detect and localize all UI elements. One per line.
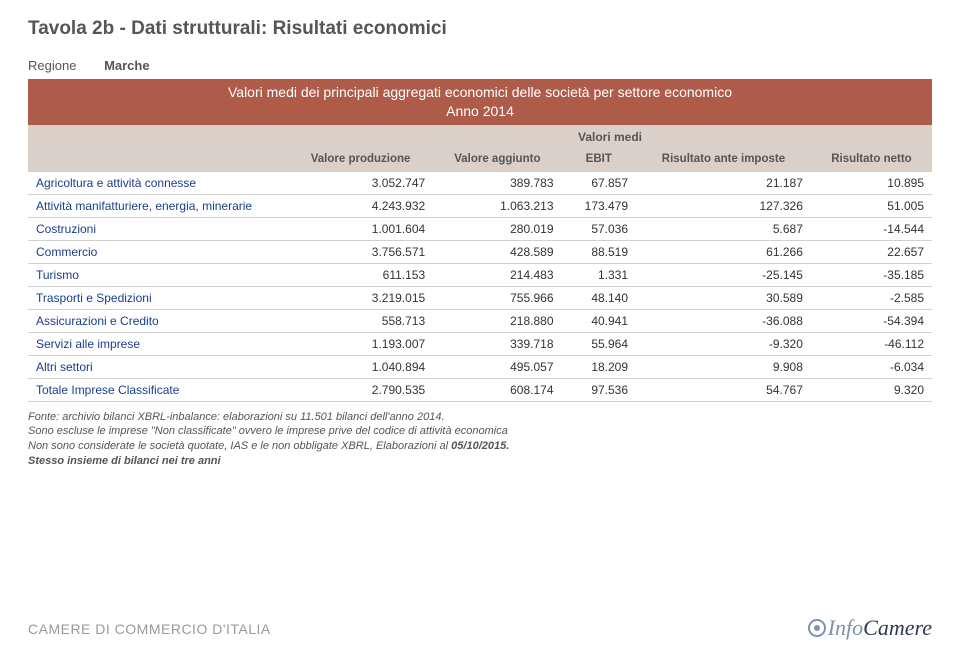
- cell-value: 21.187: [636, 171, 811, 194]
- row-label: Totale Imprese Classificate: [28, 378, 288, 401]
- cell-value: 428.589: [433, 240, 561, 263]
- footnote-line2b: Non sono considerate le società quotate,…: [28, 440, 451, 452]
- cell-value: 558.713: [288, 309, 433, 332]
- page-title: Tavola 2b - Dati strutturali: Risultati …: [28, 18, 932, 40]
- cell-value: 9.908: [636, 355, 811, 378]
- header-blank-2: [28, 148, 288, 171]
- footnote-line2a: Sono escluse le imprese "Non classificat…: [28, 424, 932, 439]
- cell-value: 57.036: [562, 217, 637, 240]
- col-header-4: Risultato netto: [811, 148, 932, 171]
- cell-value: 30.589: [636, 286, 811, 309]
- row-label: Assicurazioni e Credito: [28, 309, 288, 332]
- cell-value: 1.331: [562, 263, 637, 286]
- cell-value: 1.001.604: [288, 217, 433, 240]
- cell-value: 1.193.007: [288, 332, 433, 355]
- footnote-line1: Fonte: archivio bilanci XBRL-inbalance: …: [28, 410, 932, 425]
- footer-right-logo: InfoCamere: [808, 615, 932, 641]
- row-label: Commercio: [28, 240, 288, 263]
- cell-value: 67.857: [562, 171, 637, 194]
- logo-camere: Camere: [863, 615, 932, 640]
- cell-value: 88.519: [562, 240, 637, 263]
- cell-value: 61.266: [636, 240, 811, 263]
- cell-value: 280.019: [433, 217, 561, 240]
- cell-value: 755.966: [433, 286, 561, 309]
- region-label: Regione: [28, 58, 76, 73]
- row-label: Agricoltura e attività connesse: [28, 171, 288, 194]
- table-row: Totale Imprese Classificate2.790.535608.…: [28, 378, 932, 401]
- cell-value: 389.783: [433, 171, 561, 194]
- table-row: Costruzioni1.001.604280.01957.0365.687-1…: [28, 217, 932, 240]
- cell-value: 10.895: [811, 171, 932, 194]
- cell-value: 3.219.015: [288, 286, 433, 309]
- table-row: Attività manifatturiere, energia, minera…: [28, 194, 932, 217]
- row-label: Altri settori: [28, 355, 288, 378]
- cell-value: 97.536: [562, 378, 637, 401]
- logo-dot-icon: [808, 619, 826, 637]
- cell-value: 1.063.213: [433, 194, 561, 217]
- cell-value: 9.320: [811, 378, 932, 401]
- cell-value: 55.964: [562, 332, 637, 355]
- row-label: Attività manifatturiere, energia, minera…: [28, 194, 288, 217]
- region-value: Marche: [104, 58, 150, 73]
- cell-value: 51.005: [811, 194, 932, 217]
- cell-value: 611.153: [288, 263, 433, 286]
- cell-value: -14.544: [811, 217, 932, 240]
- cell-value: 22.657: [811, 240, 932, 263]
- table-row: Turismo611.153214.4831.331-25.145-35.185: [28, 263, 932, 286]
- table-row: Servizi alle imprese1.193.007339.71855.9…: [28, 332, 932, 355]
- table-row: Altri settori1.040.894495.05718.2099.908…: [28, 355, 932, 378]
- cell-value: 48.140: [562, 286, 637, 309]
- cell-value: -25.145: [636, 263, 811, 286]
- cell-value: -6.034: [811, 355, 932, 378]
- table-row: Assicurazioni e Credito558.713218.88040.…: [28, 309, 932, 332]
- cell-value: 608.174: [433, 378, 561, 401]
- table-row: Trasporti e Spedizioni3.219.015755.96648…: [28, 286, 932, 309]
- cell-value: 339.718: [433, 332, 561, 355]
- row-label: Costruzioni: [28, 217, 288, 240]
- row-label: Servizi alle imprese: [28, 332, 288, 355]
- cell-value: 173.479: [562, 194, 637, 217]
- table-row: Agricoltura e attività connesse3.052.747…: [28, 171, 932, 194]
- footnote-line2b-wrap: Non sono considerate le società quotate,…: [28, 439, 932, 454]
- cell-value: 218.880: [433, 309, 561, 332]
- data-table: Valori medi dei principali aggregati eco…: [28, 79, 932, 402]
- cell-value: -9.320: [636, 332, 811, 355]
- logo-info: Info: [828, 615, 863, 640]
- col-header-1: Valore aggiunto: [433, 148, 561, 171]
- cell-value: 495.057: [433, 355, 561, 378]
- cell-value: -46.112: [811, 332, 932, 355]
- region-line: Regione Marche: [28, 58, 932, 73]
- cell-value: 18.209: [562, 355, 637, 378]
- cell-value: -54.394: [811, 309, 932, 332]
- table-title-line2: Anno 2014: [36, 102, 924, 121]
- cell-value: 3.756.571: [288, 240, 433, 263]
- cell-value: 5.687: [636, 217, 811, 240]
- cell-value: 4.243.932: [288, 194, 433, 217]
- cell-value: 127.326: [636, 194, 811, 217]
- row-label: Turismo: [28, 263, 288, 286]
- cell-value: 214.483: [433, 263, 561, 286]
- footnote-line3: Stesso insieme di bilanci nei tre anni: [28, 454, 932, 469]
- table-title: Valori medi dei principali aggregati eco…: [28, 79, 932, 125]
- table-title-line1: Valori medi dei principali aggregati eco…: [36, 83, 924, 102]
- cell-value: -2.585: [811, 286, 932, 309]
- footnote-date: 05/10/2015.: [451, 440, 509, 452]
- header-blank-1: [28, 125, 288, 148]
- col-header-3: Risultato ante imposte: [636, 148, 811, 171]
- cell-value: 40.941: [562, 309, 637, 332]
- col-header-2: EBIT: [562, 148, 637, 171]
- footnotes: Fonte: archivio bilanci XBRL-inbalance: …: [28, 410, 932, 469]
- cell-value: 3.052.747: [288, 171, 433, 194]
- cell-value: 2.790.535: [288, 378, 433, 401]
- footer-left: CAMERE DI COMMERCIO D'ITALIA: [28, 621, 271, 637]
- col-header-0: Valore produzione: [288, 148, 433, 171]
- super-header: Valori medi: [288, 125, 932, 148]
- table-row: Commercio3.756.571428.58988.51961.26622.…: [28, 240, 932, 263]
- cell-value: -35.185: [811, 263, 932, 286]
- row-label: Trasporti e Spedizioni: [28, 286, 288, 309]
- cell-value: 1.040.894: [288, 355, 433, 378]
- cell-value: 54.767: [636, 378, 811, 401]
- cell-value: -36.088: [636, 309, 811, 332]
